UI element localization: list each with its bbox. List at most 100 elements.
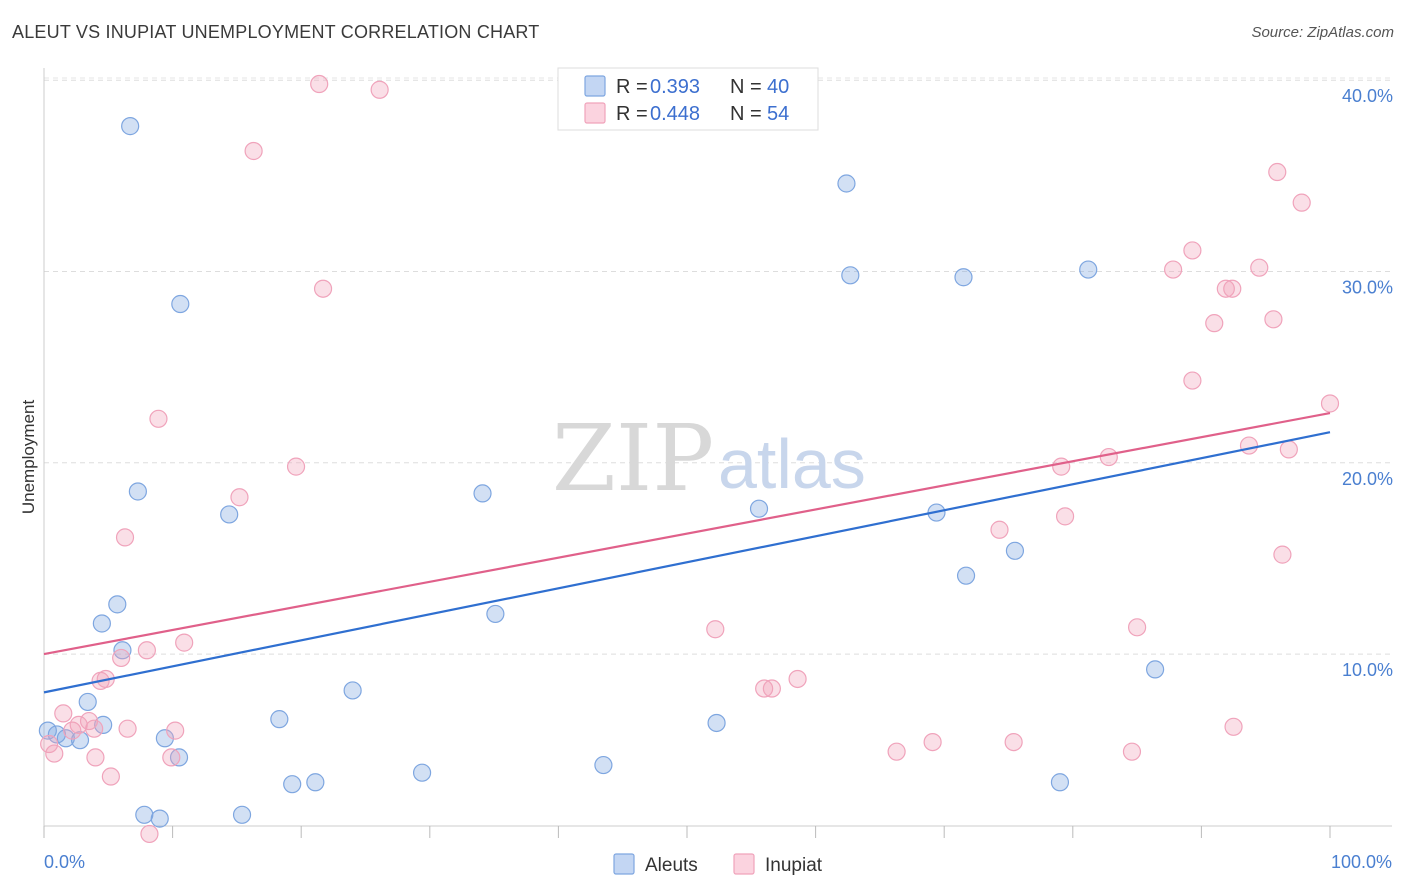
point-aleuts (841, 266, 860, 285)
point-aleuts (343, 681, 362, 700)
y-tick-label: 10.0% (1342, 660, 1393, 680)
point-inupiat (1127, 618, 1147, 637)
point-aleuts (128, 482, 147, 501)
point-aleuts (473, 484, 492, 503)
point-aleuts (150, 809, 169, 828)
point-inupiat (54, 704, 73, 723)
point-aleuts (171, 294, 190, 314)
point-inupiat (706, 620, 725, 639)
point-inupiat (1273, 545, 1292, 564)
point-aleuts (232, 805, 252, 824)
point-aleuts (92, 614, 111, 633)
x-tick-label-max: 100.0% (1331, 852, 1392, 872)
point-aleuts (108, 595, 127, 614)
point-aleuts (1050, 773, 1070, 792)
point-aleuts (70, 731, 90, 750)
point-inupiat (69, 715, 88, 734)
point-inupiat (1183, 371, 1202, 390)
data-points (38, 74, 1340, 844)
legend-r-value-2: 0.448 (650, 103, 700, 125)
point-aleuts (113, 641, 132, 660)
legend-swatch-inupiat (584, 102, 606, 124)
legend-n-value-2: 54 (767, 103, 789, 125)
point-aleuts (135, 805, 154, 824)
point-inupiat (118, 719, 137, 738)
legend-r-value-1: 0.393 (650, 76, 700, 98)
legend-n-label-2: N = (730, 103, 762, 125)
bottom-legend-label-inupiat: Inupiat (765, 855, 823, 876)
point-inupiat (101, 767, 120, 786)
bottom-legend: Aleuts Inupiat (613, 853, 823, 876)
legend-r-label-1: R = (616, 76, 648, 98)
point-inupiat (112, 648, 131, 668)
point-inupiat (162, 748, 181, 767)
y-tick-label: 40.0% (1342, 86, 1393, 106)
watermark-atlas: atlas (718, 425, 866, 503)
bottom-legend-swatch-aleuts (613, 853, 635, 875)
point-aleuts (486, 604, 505, 624)
trend-line-aleuts (43, 431, 1331, 694)
trend-lines (43, 411, 1331, 694)
point-inupiat (1224, 717, 1243, 736)
point-inupiat (370, 80, 389, 99)
point-inupiat (1205, 314, 1224, 333)
point-aleuts (954, 268, 973, 287)
series-inupiat (40, 74, 1340, 844)
point-inupiat (286, 457, 306, 476)
legend: R = 0.393 N = 40 R = 0.448 N = 54 (557, 67, 819, 131)
point-inupiat (1122, 742, 1142, 761)
point-aleuts (1079, 260, 1098, 279)
axes (43, 68, 1392, 827)
chart-title: ALEUT VS INUPIAT UNEMPLOYMENT CORRELATIO… (12, 22, 540, 42)
point-aleuts (38, 721, 57, 740)
point-aleuts (1146, 660, 1165, 679)
point-inupiat (887, 742, 906, 761)
point-aleuts (47, 725, 66, 744)
point-inupiat (115, 528, 135, 547)
point-aleuts (94, 715, 113, 734)
trend-line-inupiat (43, 411, 1331, 656)
point-inupiat (310, 74, 329, 94)
watermark: ZIP atlas (552, 405, 866, 512)
point-aleuts (220, 505, 239, 524)
point-inupiat (166, 721, 185, 740)
point-inupiat (762, 679, 781, 698)
point-inupiat (1279, 440, 1298, 459)
watermark-zip: ZIP (552, 405, 714, 512)
y-tick-labels: 10.0% 20.0% 30.0% 40.0% (1342, 86, 1393, 680)
point-inupiat (1216, 279, 1235, 298)
point-aleuts (78, 692, 97, 712)
point-aleuts (1005, 541, 1025, 560)
point-inupiat (175, 633, 194, 652)
bottom-legend-swatch-inupiat (733, 853, 755, 875)
point-inupiat (788, 669, 807, 689)
series-aleuts (38, 117, 1165, 828)
point-inupiat (1099, 447, 1118, 467)
point-inupiat (1164, 260, 1183, 279)
legend-r-label-2: R = (616, 103, 648, 125)
point-aleuts (707, 713, 726, 733)
point-aleuts (306, 773, 325, 792)
point-aleuts (837, 174, 856, 193)
point-aleuts (594, 755, 613, 775)
source-credit: Source: ZipAtlas.com (1251, 24, 1394, 41)
point-inupiat (1183, 241, 1202, 260)
point-inupiat (313, 279, 333, 298)
point-inupiat (1268, 162, 1287, 182)
point-inupiat (1250, 258, 1269, 277)
point-inupiat (244, 141, 263, 161)
gridlines (44, 77, 1392, 655)
legend-n-value-1: 40 (767, 76, 789, 98)
point-inupiat (923, 732, 942, 752)
point-aleuts (169, 748, 189, 767)
point-inupiat (755, 679, 774, 698)
point-inupiat (137, 641, 156, 660)
point-inupiat (1320, 394, 1340, 413)
y-tick-label: 20.0% (1342, 469, 1393, 489)
point-inupiat (1264, 310, 1283, 329)
point-inupiat (1223, 279, 1242, 298)
x-tick-label-min: 0.0% (44, 852, 85, 872)
point-inupiat (230, 488, 249, 507)
